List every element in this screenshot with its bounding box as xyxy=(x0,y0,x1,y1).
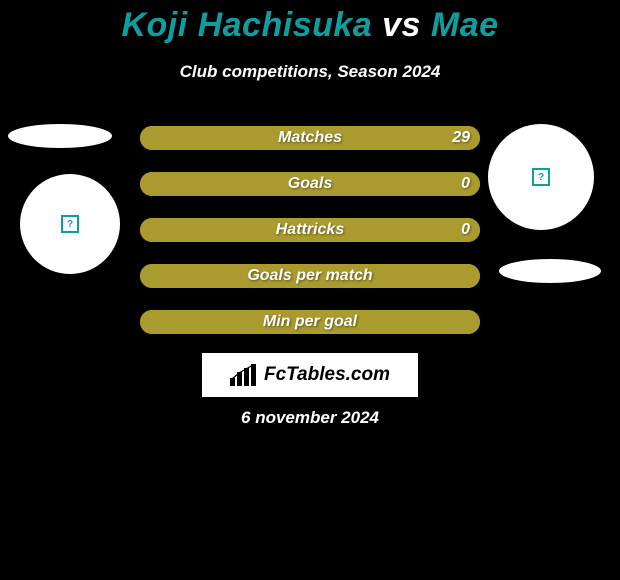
subtitle: Club competitions, Season 2024 xyxy=(0,62,620,82)
stat-row: Goals per match xyxy=(140,264,480,288)
stat-value-right: 29 xyxy=(452,126,470,150)
stat-label: Matches xyxy=(140,126,480,150)
stat-row: Min per goal xyxy=(140,310,480,334)
stat-label: Hattricks xyxy=(140,218,480,242)
avatar-left: ? xyxy=(20,174,120,274)
placeholder-icon: ? xyxy=(532,168,550,186)
stat-label: Min per goal xyxy=(140,310,480,334)
brand-text: FcTables.com xyxy=(264,364,390,386)
title-vs: vs xyxy=(382,6,421,44)
decor-ellipse-left xyxy=(8,124,112,148)
stat-label: Goals xyxy=(140,172,480,196)
player2-name: Mae xyxy=(431,6,499,44)
brand-badge: FcTables.com xyxy=(202,353,418,397)
stat-row: Hattricks0 xyxy=(140,218,480,242)
stat-value-right: 0 xyxy=(461,172,470,196)
player1-name: Koji Hachisuka xyxy=(121,6,372,44)
avatar-right: ? xyxy=(488,124,594,230)
decor-ellipse-right xyxy=(499,259,601,283)
date-text: 6 november 2024 xyxy=(0,408,620,428)
stat-label: Goals per match xyxy=(140,264,480,288)
page-title: Koji Hachisuka vs Mae xyxy=(0,6,620,45)
stat-row: Goals0 xyxy=(140,172,480,196)
comparison-card: Koji Hachisuka vs Mae Club competitions,… xyxy=(0,0,620,580)
stat-row: Matches29 xyxy=(140,126,480,150)
stat-value-right: 0 xyxy=(461,218,470,242)
stats-panel: Matches29Goals0Hattricks0Goals per match… xyxy=(140,126,480,356)
placeholder-icon: ? xyxy=(61,215,79,233)
bars-icon xyxy=(230,364,258,386)
